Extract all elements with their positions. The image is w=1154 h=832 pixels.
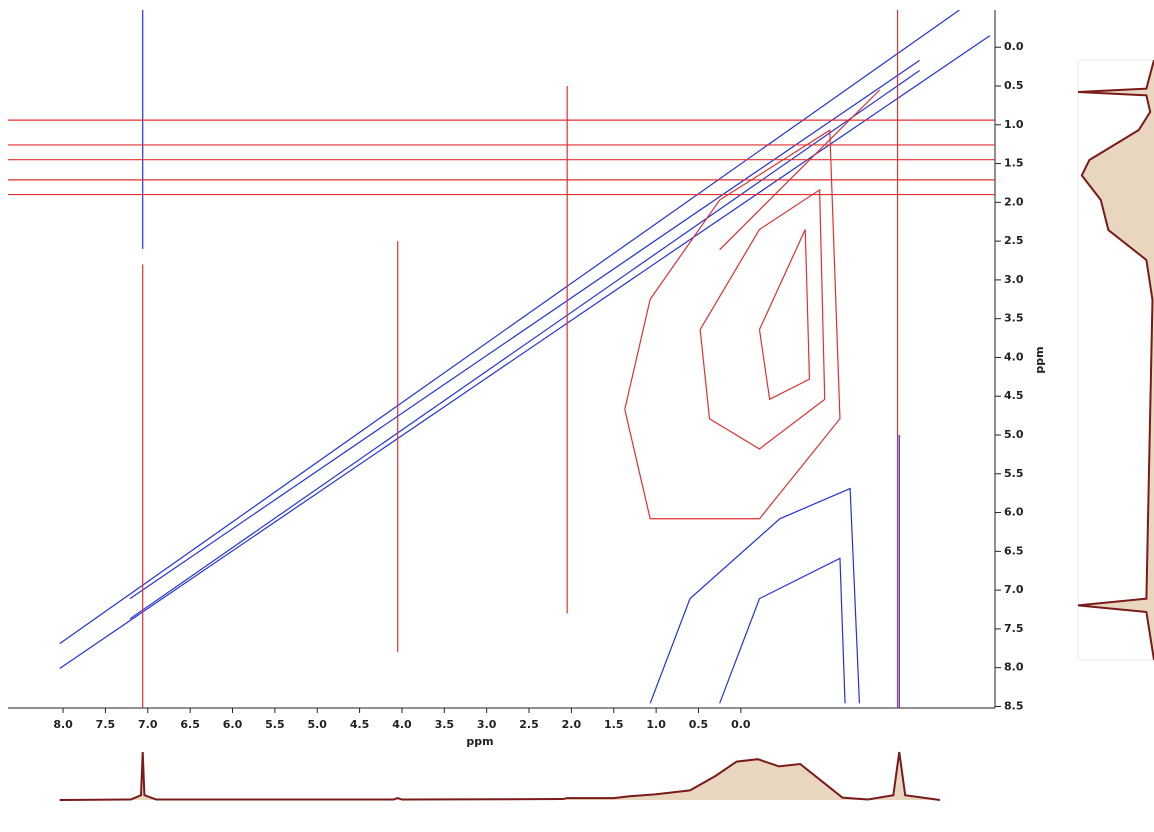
y-tick-label: 8.0 (1004, 661, 1024, 674)
contour-line (624, 129, 841, 520)
y-tick-label: 4.5 (1004, 389, 1024, 402)
y-tick-label: 2.0 (1004, 195, 1024, 208)
y-tick-label: 7.5 (1004, 622, 1024, 635)
x-tick-label: 6.5 (180, 718, 200, 731)
x-tick-label: 6.0 (223, 718, 243, 731)
y-tick-label: 7.0 (1004, 583, 1024, 596)
x-tick-label: 4.0 (392, 718, 412, 731)
x-tick-label: 5.0 (307, 718, 327, 731)
x-tick-label: 0.5 (689, 718, 709, 731)
contour-line (758, 229, 811, 401)
y-tick-label: 3.0 (1004, 273, 1024, 286)
y-tick-label: 6.0 (1004, 506, 1024, 519)
x-tick-label: 7.5 (96, 718, 116, 731)
x-tick-label: 7.0 (138, 718, 158, 731)
contour-line (129, 70, 920, 620)
y-tick-label: 8.5 (1004, 699, 1024, 712)
y-tick-label: 1.5 (1004, 157, 1024, 170)
x-tick-label: 8.0 (53, 718, 73, 731)
side-projection-line (1077, 59, 1154, 661)
contour-line (719, 557, 846, 704)
side-panel (1077, 59, 1154, 661)
x-tick-label: 3.5 (435, 718, 455, 731)
y-tick-label: 0.5 (1004, 79, 1024, 92)
y-tick-label: 5.5 (1004, 467, 1024, 480)
x-tick-label: 2.5 (519, 718, 539, 731)
y-tick-label: 3.5 (1004, 312, 1024, 325)
x-axis-label: ppm (466, 735, 493, 748)
x-tick-label: 4.5 (350, 718, 370, 731)
x-tick-label: 0.0 (731, 718, 751, 731)
y-tick-label: 4.0 (1004, 350, 1024, 363)
x-tick-label: 2.0 (562, 718, 582, 731)
x-tick-label: 1.5 (604, 718, 624, 731)
contour-line (129, 59, 920, 600)
y-tick-label: 6.5 (1004, 544, 1024, 557)
y-tick-label: 0.0 (1004, 40, 1024, 53)
x-tick-label: 1.0 (646, 718, 666, 731)
plot-area (8, 10, 995, 708)
contour-line (59, 10, 960, 645)
contour-line (59, 35, 991, 669)
contour-line (699, 188, 826, 450)
x-tick-label: 3.0 (477, 718, 497, 731)
x-tick-label: 5.5 (265, 718, 285, 731)
y-tick-label: 2.5 (1004, 234, 1024, 247)
y-tick-label: 1.0 (1004, 118, 1024, 131)
contour-line (649, 487, 861, 704)
projection-line (59, 751, 941, 801)
y-axis-label: ppm (1033, 346, 1046, 373)
contour-line (719, 89, 881, 251)
y-tick-label: 5.0 (1004, 428, 1024, 441)
